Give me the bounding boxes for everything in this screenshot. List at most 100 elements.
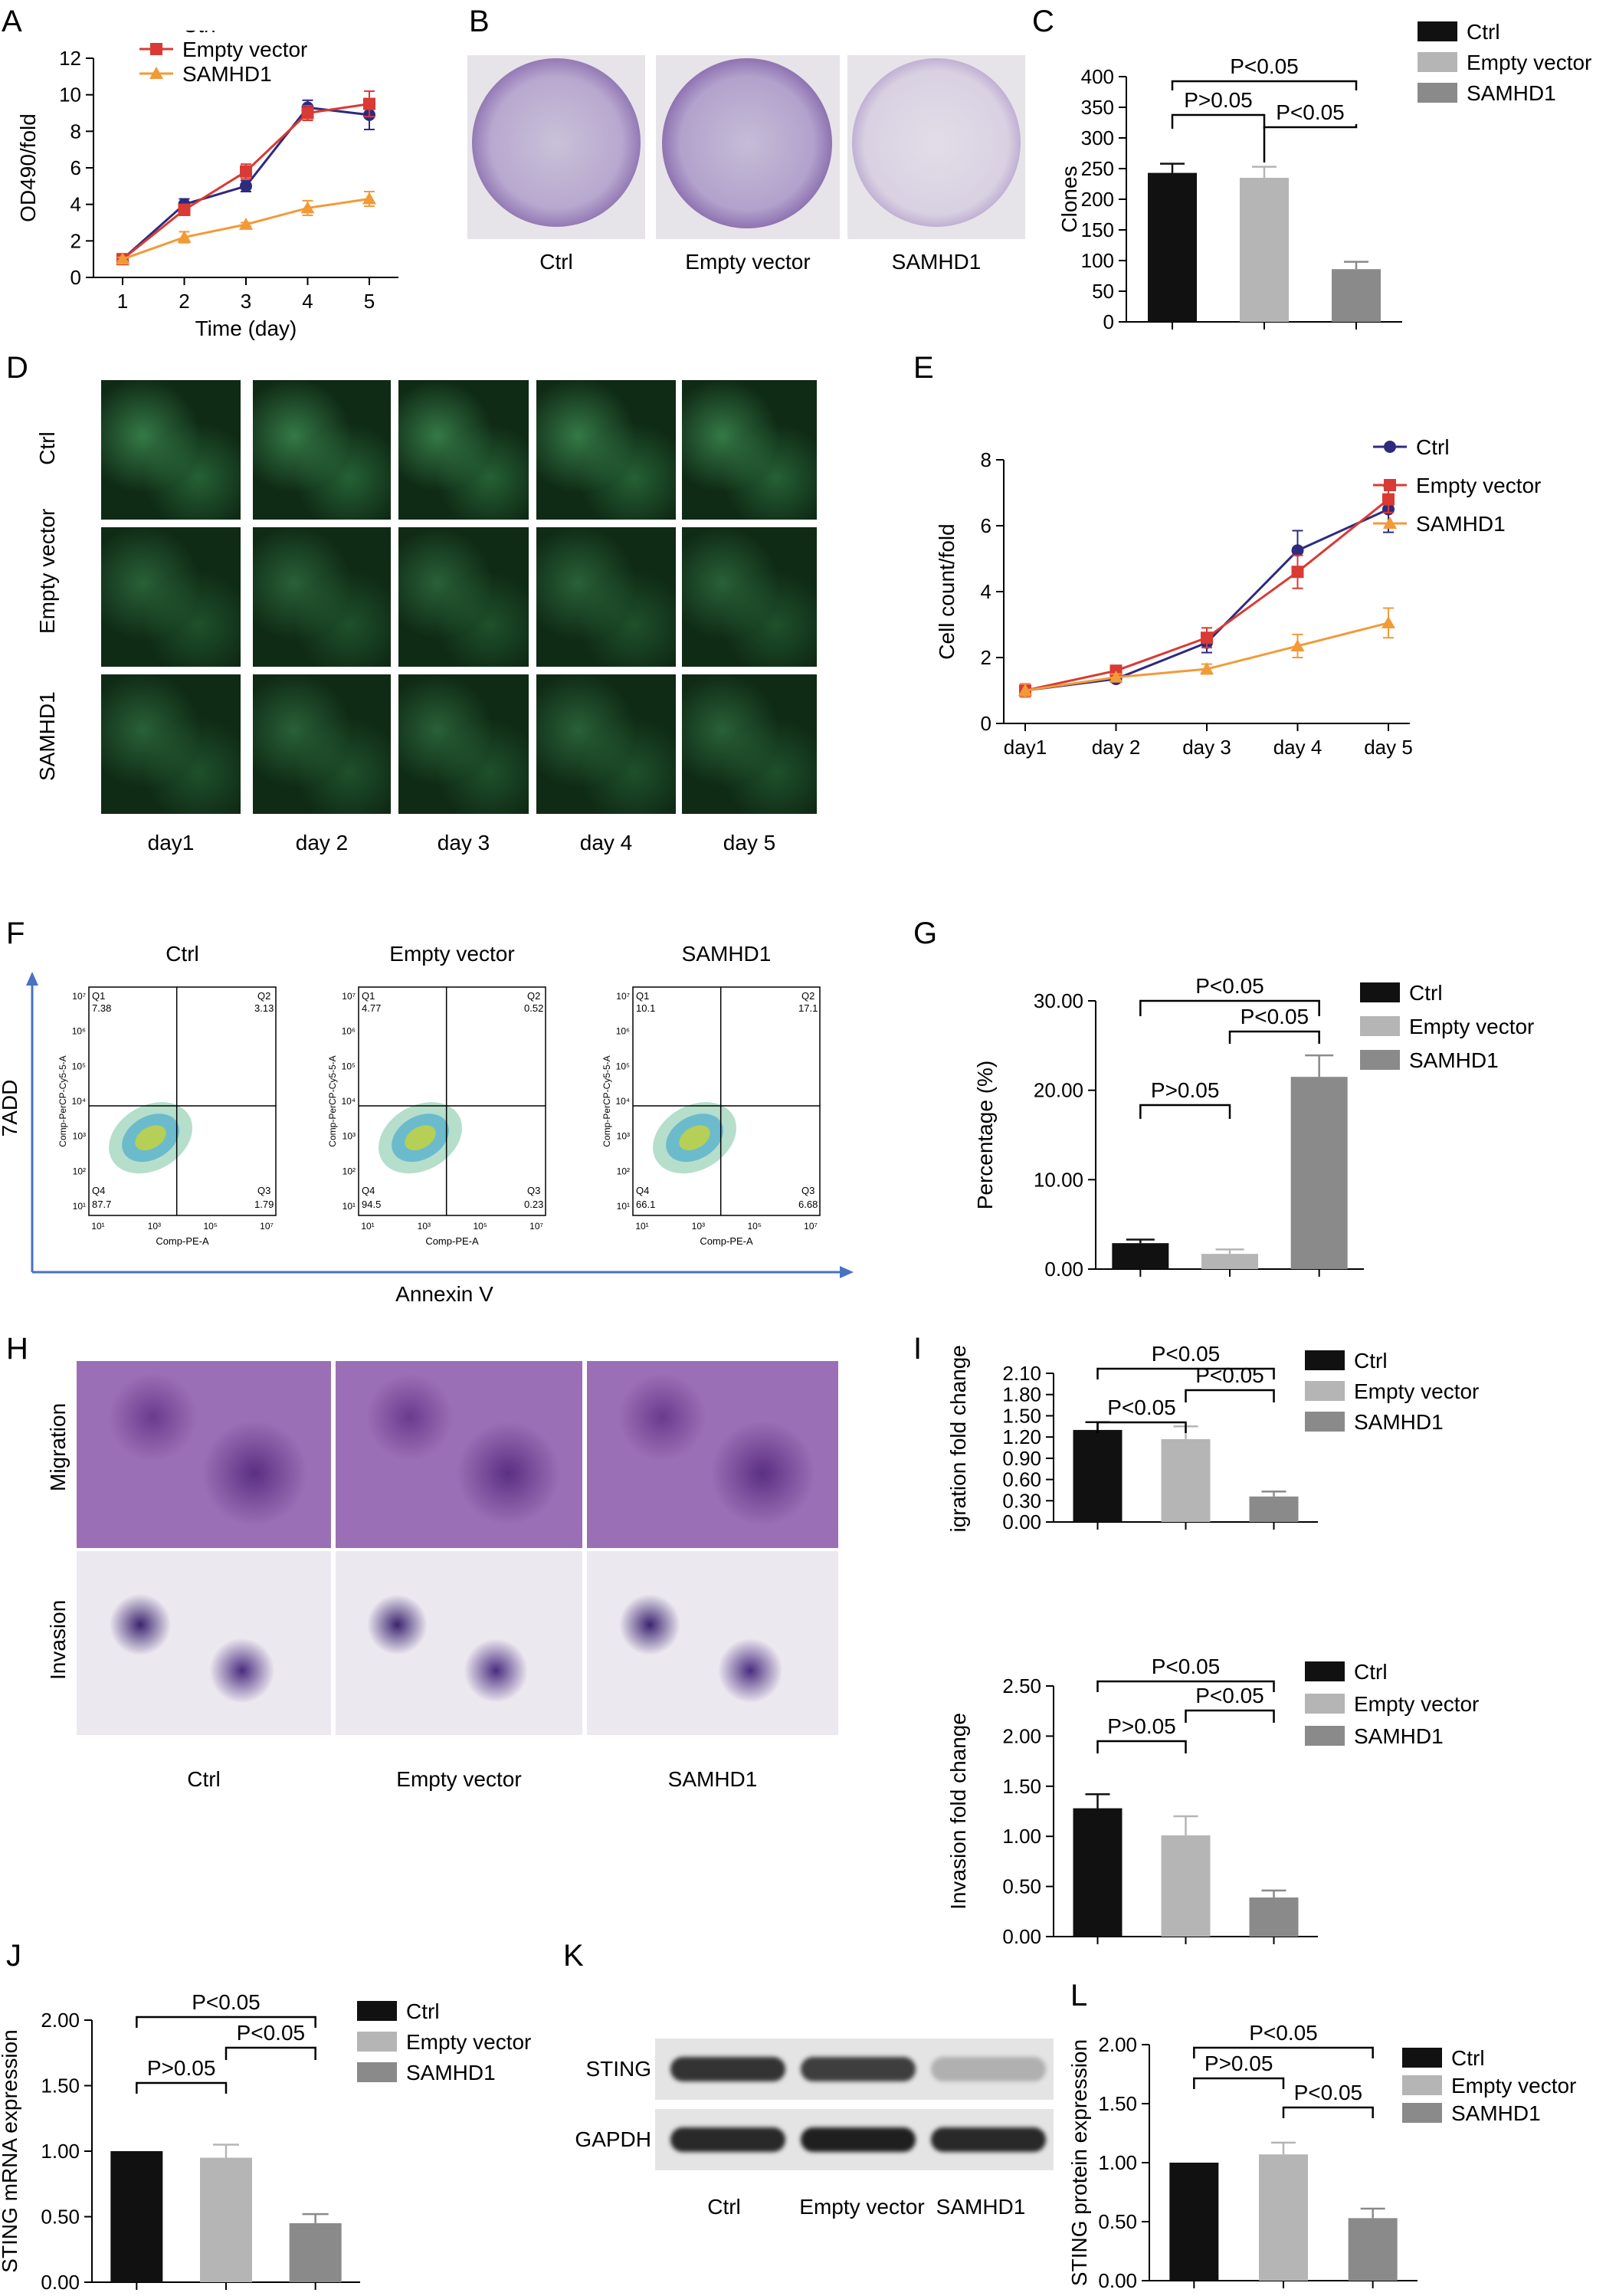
flow-y-tick: 10³ — [73, 1131, 86, 1142]
flow-y-tick: 10⁶ — [342, 1026, 356, 1037]
quadrant-q3-value: 1.79 — [254, 1199, 274, 1210]
transwell-row-label: Invasion — [46, 1599, 70, 1680]
flow-y-tick: 10⁴ — [71, 1096, 86, 1107]
data-point — [1290, 638, 1305, 651]
quadrant-q1-value: 4.77 — [362, 1002, 381, 1014]
blot-strip — [655, 2039, 1054, 2100]
quadrant-q1-value: 10.1 — [636, 1002, 655, 1014]
quadrant-q4-value: 94.5 — [362, 1199, 381, 1210]
flow-x-tick: 10³ — [418, 1221, 431, 1232]
y-tick-label: 10.00 — [1034, 1168, 1083, 1191]
fluorescence-image — [101, 527, 241, 667]
y-tick-label: 200 — [1081, 188, 1114, 211]
quadrant-q2: Q2 — [527, 990, 540, 1002]
bar — [200, 2157, 252, 2282]
flow-y-tick: 10⁶ — [72, 1026, 86, 1037]
legend-marker — [1383, 517, 1397, 529]
fluorescence-image — [536, 674, 676, 814]
y-tick-label: 10 — [59, 84, 81, 107]
y-tick-label: 2 — [70, 229, 81, 252]
global-x-label: Annexin V — [395, 1282, 493, 1306]
significance-bracket — [1096, 1421, 1187, 1433]
y-tick-label: 2.00 — [41, 2009, 80, 2032]
y-tick-label: 1.50 — [41, 2075, 80, 2098]
colony-label-samhd1: SAMHD1 — [891, 250, 982, 274]
legend-swatch — [1305, 1350, 1345, 1370]
legend-label: SAMHD1 — [1416, 512, 1506, 536]
flow-y-tick: 10² — [343, 1166, 356, 1176]
flow-x-tick: 10¹ — [635, 1221, 648, 1232]
legend-label: Ctrl — [406, 1999, 440, 2023]
legend-label: Empty vector — [1416, 474, 1541, 497]
fluorescence-image — [253, 380, 391, 520]
significance-bracket — [1263, 124, 1358, 162]
sting-mrna-bar-chart: 0.00 0.50 1.00 1.50 2.00 STING mRNA expressio… — [0, 1990, 531, 2294]
bar — [289, 2223, 342, 2282]
data-point — [1018, 684, 1032, 696]
migration-bar-chart: 0.000.300.600.901.201.501.802.10 Migratio… — [946, 1342, 1479, 1533]
significance-label: P<0.05 — [192, 1990, 261, 2014]
series-line — [1024, 498, 1389, 692]
significance-label: P<0.05 — [1294, 2081, 1363, 2104]
colony-plate-empty-vector — [656, 55, 840, 239]
legend-label: SAMHD1 — [182, 62, 272, 86]
blot-band — [801, 2057, 916, 2081]
y-tick-label: 1.50 — [1002, 1404, 1041, 1427]
significance-label: P>0.05 — [1151, 1078, 1220, 1102]
data-point — [178, 203, 191, 216]
x-tick-label: 2 — [179, 290, 189, 313]
fluorescence-image — [398, 527, 529, 667]
quadrant-q4-value: 87.7 — [92, 1199, 111, 1210]
fluorescence-row-label: Empty vector — [35, 508, 59, 634]
significance-bracket — [1228, 1030, 1320, 1044]
flow-x-tick: 10³ — [692, 1221, 705, 1232]
y-tick-label: 50 — [1092, 280, 1114, 303]
y-tick-label: 8 — [981, 448, 991, 471]
bar — [1073, 1808, 1123, 1937]
y-tick-label: 0.00 — [1002, 1510, 1041, 1533]
flow-x-tick: 10¹ — [91, 1221, 104, 1232]
significance-bracket — [1193, 2046, 1374, 2058]
significance-bracket — [136, 2016, 316, 2028]
significance-bracket — [225, 2046, 316, 2060]
quadrant-q1: Q1 — [362, 990, 375, 1002]
quadrant-q1: Q1 — [92, 990, 105, 1002]
y-tick-label: 6 — [981, 514, 991, 537]
fluorescence-row-label: Ctrl — [35, 431, 59, 465]
flow-x-tick: 10³ — [148, 1221, 161, 1232]
flow-y-tick: 10⁷ — [616, 991, 630, 1002]
flow-plot-frame — [358, 986, 546, 1216]
blot-band — [670, 2057, 785, 2081]
flow-y-tick: 10⁵ — [72, 1061, 86, 1071]
fluorescence-image — [682, 380, 817, 520]
panel-letter-d: D — [6, 351, 28, 385]
y-tick-label: 0 — [1103, 310, 1114, 333]
legend-label: Empty vector — [1354, 1379, 1479, 1403]
quadrant-q1-value: 7.38 — [92, 1002, 111, 1014]
legend-label: Ctrl — [1416, 435, 1450, 459]
transwell-image — [587, 1361, 838, 1548]
legend-label: Ctrl — [1451, 2046, 1485, 2070]
legend-swatch — [1360, 982, 1400, 1002]
legend-label: Empty vector — [182, 38, 307, 61]
quadrant-q4: Q4 — [362, 1185, 375, 1196]
significance-bracket — [136, 2081, 228, 2094]
bar — [1249, 1496, 1299, 1522]
colony-label-ctrl: Ctrl — [539, 250, 573, 274]
significance-label: P>0.05 — [1107, 1714, 1176, 1738]
legend-label: Empty vector — [1409, 1015, 1534, 1038]
data-point — [1382, 493, 1395, 506]
y-tick-label: 400 — [1081, 65, 1114, 88]
y-tick-label: 1.20 — [1002, 1425, 1041, 1448]
flow-y-tick: 10¹ — [73, 1201, 86, 1212]
fluorescence-image — [253, 527, 391, 667]
significance-label: P<0.05 — [1195, 1684, 1264, 1707]
data-point — [362, 192, 376, 205]
y-tick-label: 8 — [70, 120, 81, 143]
y-axis-label: STING mRNA expression — [0, 2029, 21, 2272]
bar — [1169, 2163, 1219, 2281]
fluorescence-image — [398, 674, 529, 814]
transwell-col-label: SAMHD1 — [667, 1767, 758, 1791]
data-point — [301, 107, 314, 120]
legend-swatch — [1305, 1694, 1345, 1714]
